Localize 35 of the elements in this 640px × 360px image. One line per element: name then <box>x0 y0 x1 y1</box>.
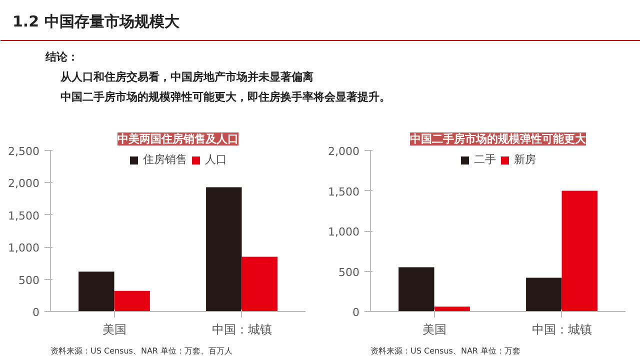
bar <box>242 256 278 312</box>
y-tick-label: 2,000 <box>8 177 40 190</box>
bar <box>562 190 598 312</box>
y-tick-label: 0 <box>32 306 40 319</box>
text: 资料来源：US Census、NAR 单位：万套 <box>370 346 521 356</box>
legend-label: 人口 <box>205 152 227 167</box>
y-tick-label: 2,500 <box>8 145 40 158</box>
chart-title: 中美两国住房销售及人口 <box>118 132 238 146</box>
y-tick-label: 1,500 <box>8 209 40 222</box>
text: 中国二手房市场的规模弹性可能更大，即住房换手率将会显著提升。 <box>60 90 390 104</box>
chart-title: 中国二手房市场的规模弹性可能更大 <box>410 132 587 146</box>
bar <box>398 267 434 312</box>
bar <box>78 272 114 312</box>
y-tick-label: 2,000 <box>328 145 360 158</box>
bar <box>114 290 150 312</box>
text: 从人口和住房交易看，中国房地产市场并未显著偏离 <box>60 70 314 84</box>
y-tick-label: 1,000 <box>328 226 360 238</box>
bar <box>434 306 470 312</box>
text: 1.2 中国存量市场规模大 <box>12 12 180 30</box>
x-tick-label: 中国：城镇 <box>532 322 592 336</box>
x-tick-label: 美国 <box>422 322 446 336</box>
x-tick-label: 中国：城镇 <box>212 322 272 336</box>
text: 资料来源：US Census、NAR 单位：万套、百万人 <box>50 346 233 356</box>
bar <box>206 187 242 312</box>
y-tick-label: 0 <box>352 306 360 319</box>
y-tick-label: 500 <box>338 266 360 279</box>
legend-label: 新房 <box>514 152 536 167</box>
legend-label: 二手 <box>474 152 496 167</box>
y-tick-label: 500 <box>18 274 40 287</box>
x-tick-label: 美国 <box>102 322 126 336</box>
bar <box>526 278 562 312</box>
text: 结论： <box>44 50 78 64</box>
y-tick-label: 1,000 <box>8 242 40 255</box>
y-tick-label: 1,500 <box>328 185 360 198</box>
legend-label: 住房销售 <box>143 152 187 167</box>
